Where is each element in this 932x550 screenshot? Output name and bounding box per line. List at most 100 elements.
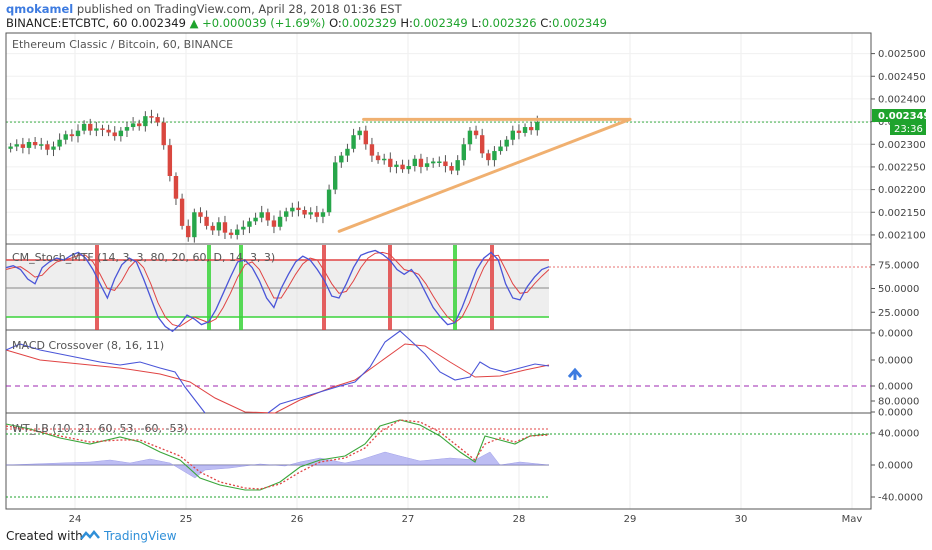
candle-body — [290, 207, 295, 212]
candle-body — [443, 161, 448, 167]
time-axis: 24 25 26 27 28 29 30 May — [69, 514, 863, 522]
candle-body — [192, 212, 197, 238]
change-arrow-icon: ▲ — [189, 16, 199, 30]
low-value: 0.002326 — [481, 16, 537, 30]
candle-body — [528, 127, 534, 131]
candle-body — [461, 144, 467, 161]
candle-body — [63, 134, 68, 140]
candle-body — [406, 166, 411, 170]
candle-body — [381, 158, 387, 161]
candle-body — [473, 130, 479, 136]
candle-body — [94, 128, 99, 131]
price-tick-label: 0.002400 — [878, 94, 926, 105]
stoch-title: CM_Stoch_MTF (14, 3, 3, 80, 20, 60, D, 1… — [12, 251, 275, 264]
high-value: 0.002349 — [412, 16, 468, 30]
candle-body — [455, 160, 460, 171]
candle-body — [155, 117, 160, 123]
stoch-axis: 75.0000 50.0000 25.0000 — [871, 260, 919, 319]
candle-body — [253, 217, 258, 222]
candle-body — [32, 142, 38, 146]
candle-body — [259, 212, 264, 218]
price-panel[interactable]: Ethereum Classic / Bitcoin, 60, BINANCE … — [8, 38, 931, 243]
open-label: O: — [329, 16, 342, 30]
candle-body — [271, 220, 277, 227]
candle-body — [486, 153, 491, 161]
macd-tick-label: 0.0000 — [878, 382, 913, 393]
last-price: 0.002349 — [131, 16, 186, 30]
candle-body — [284, 211, 289, 217]
candle-body — [535, 122, 540, 131]
candle-body — [412, 158, 418, 167]
macd-axis: 0.0000 0.0000 0.0000 0.0000 — [871, 329, 913, 419]
candle-body — [351, 135, 356, 149]
time-tick-label: 26 — [291, 514, 304, 522]
candle-body — [88, 123, 93, 131]
time-tick-label: 28 — [513, 514, 526, 522]
author-name[interactable]: qmokamel — [6, 2, 74, 16]
price-tick-label: 0.002200 — [878, 185, 926, 196]
candle-body — [137, 123, 142, 127]
triangle-support-line[interactable] — [337, 117, 632, 233]
ohlc-line: BINANCE:ETCBTC, 60 0.002349 ▲ +0.000039 … — [6, 16, 607, 30]
price-tick-label: 0.002150 — [878, 208, 926, 219]
close-label: C: — [540, 16, 553, 30]
wt-tick-label: 80.0000 — [878, 397, 919, 408]
candle-body — [179, 198, 185, 226]
ascending-triangle[interactable] — [337, 117, 632, 233]
candle-body — [51, 146, 56, 150]
tradingview-brand[interactable]: TradingView — [104, 529, 177, 543]
time-tick-label: 29 — [624, 514, 637, 522]
candle-body — [357, 130, 362, 136]
candle-body — [522, 127, 528, 133]
change-value: +0.000039 (+1.69%) — [202, 16, 326, 30]
candle-body — [112, 132, 117, 137]
candle-body — [437, 161, 442, 163]
candle-body — [394, 164, 399, 167]
created-with-label: Created with — [6, 529, 83, 543]
candle-body — [235, 229, 240, 235]
candle-body — [296, 207, 301, 210]
tradingview-logo-icon — [80, 530, 100, 540]
macd-tick-label: 0.0000 — [878, 408, 913, 419]
candle-body — [118, 130, 124, 137]
candle-body — [247, 221, 252, 227]
candle-body — [45, 144, 50, 150]
wt-panel[interactable]: WT_LB (10, 21, 60, 53, -60, -53) 80.0000… — [5, 397, 923, 504]
candle-body — [265, 212, 271, 221]
macd-tick-label: 0.0000 — [878, 356, 913, 367]
candle-body — [228, 232, 234, 235]
grid-lines — [6, 33, 871, 509]
candle-body — [100, 128, 105, 130]
candle-body — [167, 145, 173, 176]
candle-body — [173, 176, 179, 199]
time-tick-label: 27 — [402, 514, 415, 522]
stoch-tick-label: 50.0000 — [878, 284, 919, 295]
candle-body — [14, 144, 19, 147]
price-tick-label: 0.002100 — [878, 230, 926, 241]
price-chart-title: Ethereum Classic / Bitcoin, 60, BINANCE — [12, 38, 233, 51]
candle-body — [498, 146, 503, 152]
macd-tick-label: 0.0000 — [878, 329, 913, 340]
chart-area[interactable]: Ethereum Classic / Bitcoin, 60, BINANCE … — [0, 32, 932, 522]
candles — [8, 109, 540, 243]
candle-body — [149, 116, 154, 118]
candle-body — [320, 212, 326, 217]
candle-body — [216, 222, 222, 231]
candle-body — [345, 148, 350, 156]
candle-body — [277, 216, 283, 227]
candle-body — [510, 130, 515, 140]
wt-tick-label: -40.0000 — [878, 493, 923, 504]
candle-body — [222, 222, 228, 233]
candle-body — [210, 225, 215, 231]
candle-body — [75, 130, 81, 137]
price-tick-label: 0.002300 — [878, 140, 926, 151]
candle-body — [516, 130, 522, 133]
macd-panel[interactable]: MACD Crossover (8, 16, 11) 0.00000.00000… — [5, 329, 913, 419]
candle-body — [369, 144, 375, 156]
price-tick-label: 0.002450 — [878, 72, 926, 83]
candle-body — [198, 212, 203, 217]
time-tick-label: 24 — [69, 514, 82, 522]
candle-body — [39, 144, 44, 146]
candle-body — [388, 158, 393, 167]
stoch-panel[interactable]: CM_Stoch_MTF (14, 3, 3, 80, 20, 60, D, 1… — [5, 245, 919, 333]
